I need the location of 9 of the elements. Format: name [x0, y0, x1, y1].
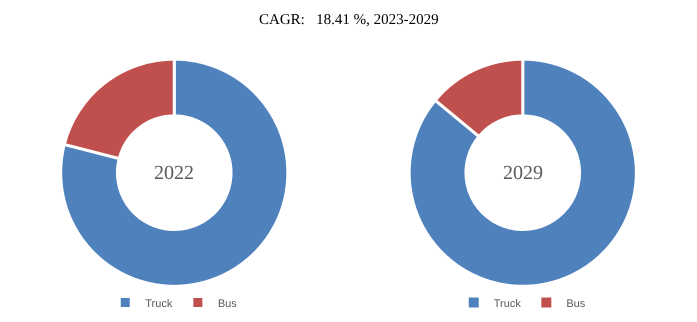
donut-slice — [408, 58, 638, 288]
text: CAGR: 18.41 %, 2023-2029 — [259, 12, 439, 28]
legend-label: Bus — [218, 298, 238, 310]
legend-label: Truck — [145, 298, 173, 310]
legend-label: Bus — [566, 298, 586, 310]
text: 2029 — [503, 162, 543, 184]
text: 2022 — [154, 162, 194, 184]
donut-slice — [59, 58, 290, 288]
legend-label: Truck — [494, 298, 522, 310]
